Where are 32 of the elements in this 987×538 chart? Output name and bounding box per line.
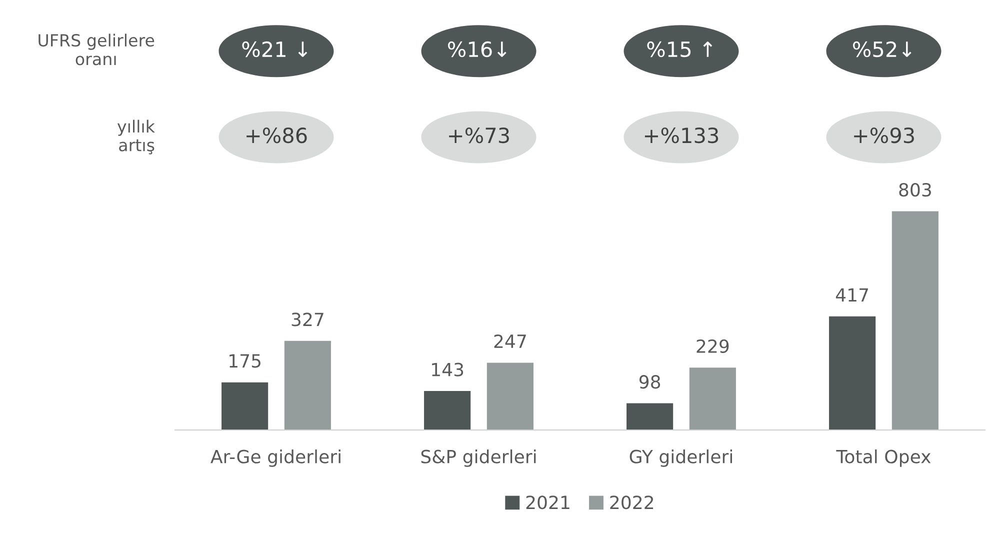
bar [284,340,331,430]
bar [222,382,268,430]
text: +%86 [246,127,307,144]
data-label: 175 [230,354,260,368]
data-label: 417 [836,288,868,302]
x-tick-label: Total Opex [836,449,931,467]
bar [892,211,938,430]
data-label: 803 [899,182,931,197]
bar [829,316,876,430]
text: %16↓ [448,41,506,58]
legend-label: 2021 [526,496,570,510]
data-label: 229 [696,339,729,354]
data-label: 247 [494,334,526,348]
x-tick-label: GY giderleri [630,449,732,467]
bar [486,362,534,430]
text: +%133 [644,127,718,144]
bar [626,403,674,430]
data-label: 143 [432,362,464,376]
x-tick-label: Ar-Ge giderleri [210,449,340,467]
text: yıllık artış [117,120,155,154]
text: %52↓ [853,41,912,58]
x-tick-label: S&P giderleri [421,449,536,467]
text: +%73 [449,127,509,144]
bar [689,368,736,430]
text: UFRS gelirlere oranı [38,34,154,66]
data-label: 98 [639,375,660,389]
data-label: 327 [292,312,324,326]
bar [424,391,471,430]
text: %15 ↑ [647,41,712,58]
text: +%93 [854,127,914,144]
legend-label: 2022 [610,496,654,510]
text: %21 ↓ [242,41,308,58]
